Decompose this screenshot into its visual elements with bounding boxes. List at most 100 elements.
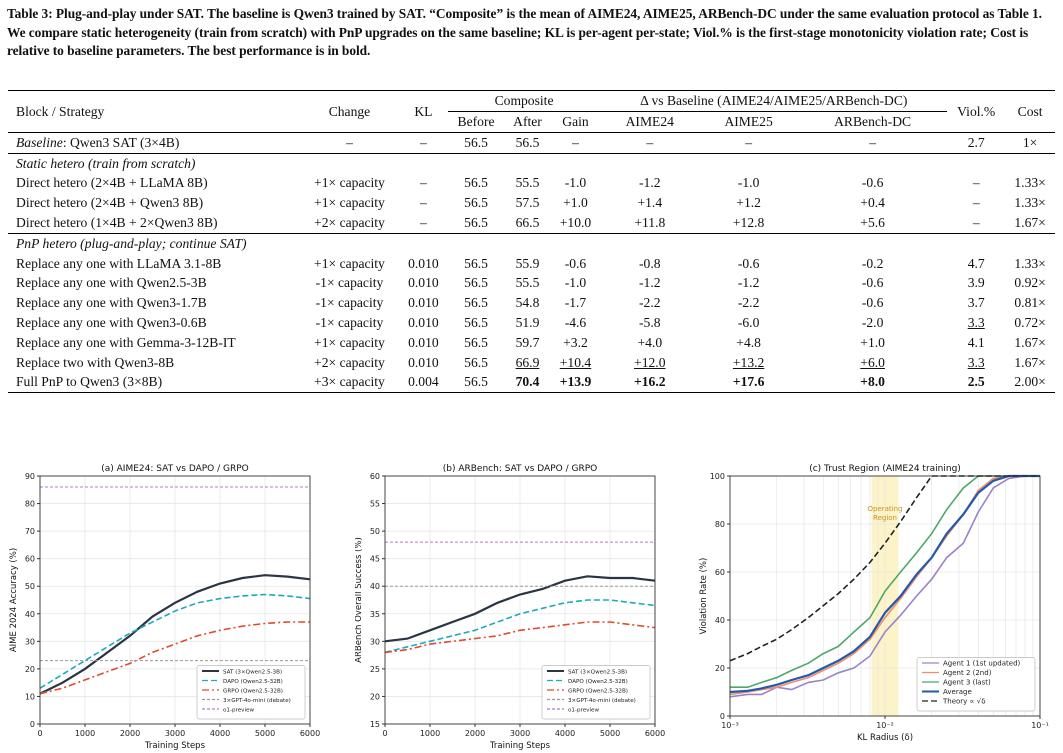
y-tick-label: 30 — [370, 637, 380, 646]
y-tick-label: 40 — [370, 582, 380, 591]
y-tick-label: 80 — [25, 500, 35, 509]
table-cell: -1.0 — [564, 175, 587, 191]
table-cell: -1.2 — [737, 275, 760, 291]
y-tick-label: 15 — [370, 720, 380, 729]
table-cell: +8.0 — [798, 372, 948, 394]
table-cell: 0.92× — [1014, 275, 1046, 291]
table-cell: +1.4 — [637, 195, 663, 211]
table-cell: 0.010 — [408, 334, 439, 350]
table-caption: Table 3: Plug-and-play under SAT. The ba… — [7, 6, 1042, 58]
x-tick-label: 4000 — [210, 729, 230, 738]
table-cell: 3.3 — [967, 354, 985, 370]
y-tick-label: 70 — [25, 527, 35, 536]
x-tick-label: 10⁻³ — [721, 721, 739, 730]
table-cell: 56.5 — [464, 334, 488, 350]
y-axis-label: ARBench Overall Success (%) — [355, 537, 364, 663]
row-label: Baseline: Qwen3 SAT (3×4B) — [8, 132, 300, 154]
table-cell: 0.72× — [1014, 315, 1046, 331]
table-cell: 4.7 — [967, 255, 985, 271]
table-cell: 0.010 — [408, 275, 439, 291]
table-section-title: PnP hetero (plug-and-play; continue SAT) — [8, 232, 1055, 254]
col-composite: Composite — [447, 90, 601, 112]
legend-entry: o1-preview — [223, 708, 254, 714]
y-tick-label: 25 — [370, 665, 380, 674]
x-tick-label: 2000 — [465, 729, 485, 738]
header-row-1: Block / Strategy Change KL Composite Δ v… — [8, 90, 1055, 133]
chart-title: (a) AIME24: SAT vs DAPO / GRPO — [101, 464, 249, 474]
legend-entry: DAPO (Qwen2.5-32B) — [223, 679, 283, 685]
table-cell: 1.33× — [1014, 195, 1046, 211]
row-label: Direct hetero (1×4B + 2×Qwen3 8B) — [16, 215, 218, 231]
x-tick-label: 2000 — [120, 729, 140, 738]
y-tick-label: 60 — [715, 568, 725, 577]
y-tick-label: 40 — [715, 616, 725, 625]
legend-entry: Theory ∝ √δ — [942, 698, 986, 706]
x-tick-label: 5000 — [600, 729, 620, 738]
y-axis-label: AIME 2024 Accuracy (%) — [9, 548, 19, 652]
table-row: Direct hetero (2×4B + Qwen3 8B) +1× capac… — [8, 193, 1055, 213]
table-cell: 56.5 — [447, 132, 505, 154]
y-tick-label: 50 — [25, 582, 35, 591]
table-cell: 56.5 — [447, 372, 505, 394]
col-viol: Viol.% — [947, 90, 1006, 133]
table-cell: 1.67× — [1014, 334, 1046, 350]
table-cell: 1.33× — [1014, 175, 1046, 191]
row-label: Replace any one with Qwen2.5-3B — [16, 275, 207, 291]
series-line-0 — [384, 575, 656, 643]
table-cell: -0.2 — [861, 255, 884, 271]
header-row-2: Before After Gain AIME24 AIME25 ARBench-… — [8, 112, 1055, 133]
y-tick-label: 0 — [30, 720, 35, 729]
table-section-title: Static hetero (train from scratch) — [8, 152, 1055, 174]
table-cell: 0.81× — [1014, 295, 1046, 311]
y-tick-label: 45 — [370, 555, 380, 564]
table-cell: 56.5 — [464, 354, 488, 370]
baseline-label-rest: : Qwen3 SAT (3×4B) — [62, 134, 180, 150]
table-cell: 70.4 — [504, 372, 551, 394]
y-tick-label: 0 — [720, 712, 725, 721]
table-cell: – — [600, 132, 700, 154]
table-cell: +1× capacity — [314, 255, 385, 271]
y-tick-label: 35 — [370, 610, 380, 619]
y-tick-label: 10 — [25, 692, 35, 701]
table-cell: -0.8 — [639, 255, 661, 271]
series-line-1 — [384, 599, 656, 654]
x-tick-label: 6000 — [300, 729, 320, 738]
table-cell: 56.5 — [464, 175, 488, 191]
table-cell: 59.7 — [515, 334, 540, 350]
table-cell: -6.0 — [737, 315, 760, 331]
table-cell: 56.5 — [464, 315, 488, 331]
table-cell: -0.6 — [564, 255, 587, 271]
table-cell: 2.5 — [947, 372, 1006, 394]
table-cell: 0.004 — [399, 372, 448, 394]
table-cell: +10.4 — [559, 354, 592, 370]
series-line-1 — [39, 593, 311, 689]
chart-a: 0 1000 2000 3000 4000 5000 6000 0 10 20 30 40 50 60 70… — [9, 464, 320, 750]
table-cell: – — [972, 215, 980, 231]
table-cell: 0.010 — [408, 354, 439, 370]
table-cell: -1.0 — [564, 275, 587, 291]
col-aime25: AIME25 — [724, 114, 773, 129]
table-cell: 4.1 — [967, 334, 985, 350]
table-cell: -1× capacity — [315, 275, 384, 291]
x-axis-label: Training Steps — [144, 741, 206, 750]
chart-title: (c) Trust Region (AIME24 training) — [809, 464, 961, 474]
table-cell: +4.8 — [736, 334, 761, 350]
table-cell: 3.7 — [967, 295, 985, 311]
y-tick-label: 90 — [25, 472, 35, 481]
series-line-3 — [729, 474, 1040, 694]
table-cell: +1× capacity — [314, 334, 385, 350]
series-line-0 — [39, 574, 311, 695]
table-row: Replace any one with Qwen3-0.6B -1× capac… — [8, 313, 1055, 333]
legend-entry: SAT (3×Qwen2.5-3B) — [223, 670, 282, 676]
table-cell: 3.9 — [967, 275, 985, 291]
table-cell: 51.9 — [515, 315, 540, 331]
table-cell: – — [972, 195, 980, 211]
series-line-2 — [39, 621, 310, 695]
x-tick-label: 0 — [382, 729, 387, 738]
table-cell: +16.2 — [600, 372, 700, 394]
y-tick-label: 80 — [715, 520, 725, 529]
table-cell: -1.0 — [737, 175, 760, 191]
table-cell: -5.8 — [639, 315, 661, 331]
table-cell: -0.6 — [737, 255, 760, 271]
table-cell: – — [420, 215, 427, 231]
